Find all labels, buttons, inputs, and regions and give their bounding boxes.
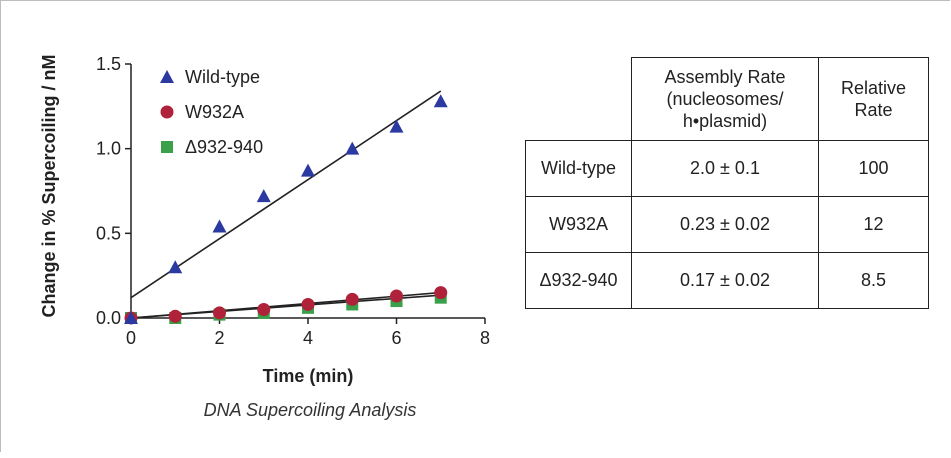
data-point xyxy=(301,297,315,311)
assembly-rate-table: Assembly Rate (nucleosomes/h•plasmid) Rel… xyxy=(525,57,929,309)
table-row: Δ932-940 0.17 ± 0.02 8.5 xyxy=(525,252,929,309)
table-row: W932A 0.23 ± 0.02 12 xyxy=(525,196,929,253)
data-point xyxy=(213,306,226,320)
header-assembly-rate: Assembly Rate (nucleosomes/h•plasmid) xyxy=(631,57,819,141)
chart-caption: DNA Supercoiling Analysis xyxy=(203,400,417,420)
x-axis-label: Time (min) xyxy=(263,366,354,386)
header-relative-rate: Relative Rate xyxy=(818,57,929,141)
row-label: W932A xyxy=(525,196,632,253)
relative-rate-value: 12 xyxy=(818,196,929,253)
x-tick-label: 6 xyxy=(391,328,401,348)
data-point xyxy=(256,189,271,203)
assembly-rate-value: 2.0 ± 0.1 xyxy=(631,140,819,197)
table-corner-cell xyxy=(525,57,632,141)
data-point xyxy=(433,94,448,108)
assembly-rate-value: 0.17 ± 0.02 xyxy=(631,252,819,309)
data-point xyxy=(390,289,403,303)
data-point xyxy=(257,303,271,317)
fit-line xyxy=(130,90,442,299)
data-point xyxy=(212,219,227,233)
legend-label: W932A xyxy=(185,102,244,122)
y-tick-label: 0.0 xyxy=(96,308,121,328)
legend-label: Wild-type xyxy=(185,67,260,87)
legend-marker xyxy=(160,70,174,83)
data-point xyxy=(345,141,360,155)
data-point xyxy=(124,311,138,324)
legend-marker xyxy=(160,105,174,119)
assembly-rate-value: 0.23 ± 0.02 xyxy=(631,196,819,253)
legend-label: Δ932-940 xyxy=(185,137,263,157)
data-point xyxy=(345,292,359,306)
data-point xyxy=(434,286,448,300)
table-header-row: Assembly Rate (nucleosomes/h•plasmid) Rel… xyxy=(525,57,929,141)
data-point xyxy=(168,309,182,323)
fit-line xyxy=(130,294,441,319)
chart-svg: 0.0 0.5 1.0 1.5 0 2 4 6 8 Time (min) Change in % S… xyxy=(39,54,490,386)
row-label: Wild-type xyxy=(525,140,632,197)
row-label: Δ932-940 xyxy=(525,252,632,309)
table-row: Wild-type 2.0 ± 0.1 100 xyxy=(525,140,929,197)
y-axis-label: Change in % Supercoiling / nM xyxy=(39,54,59,317)
x-tick-label: 4 xyxy=(303,328,313,348)
data-point xyxy=(168,260,183,274)
y-tick-label: 1.0 xyxy=(96,139,121,159)
x-tick-label: 0 xyxy=(126,328,136,348)
relative-rate-value: 8.5 xyxy=(818,252,929,309)
legend-marker xyxy=(161,141,173,153)
y-tick-label: 0.5 xyxy=(96,223,121,243)
data-point xyxy=(301,163,315,177)
x-tick-label: 2 xyxy=(214,328,224,348)
supercoiling-chart: 0.0 0.5 1.0 1.5 0 2 4 6 8 Time (min) Change in % S… xyxy=(39,54,490,386)
relative-rate-value: 100 xyxy=(818,140,929,197)
data-point xyxy=(389,119,404,133)
y-tick-label: 1.5 xyxy=(96,54,121,74)
x-tick-label: 8 xyxy=(480,328,490,348)
